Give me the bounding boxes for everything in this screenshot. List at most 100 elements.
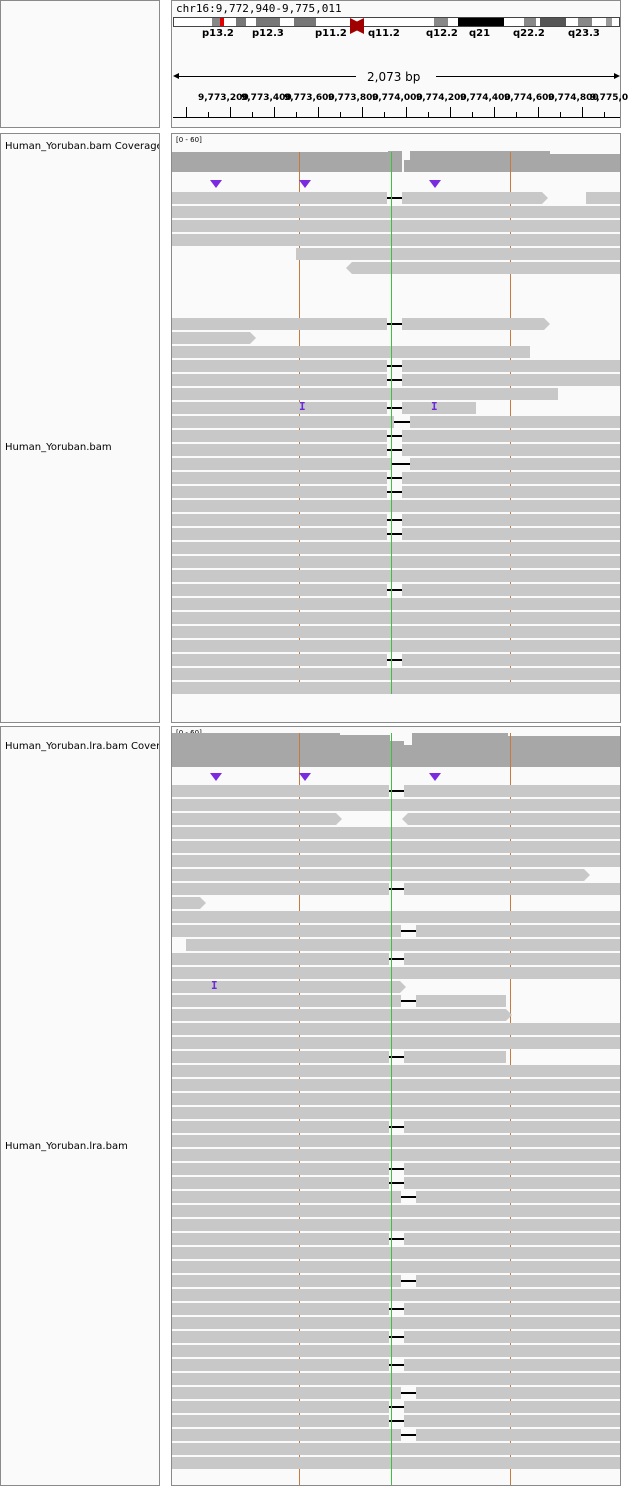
deletion (387, 533, 402, 535)
span-arrow-left-icon (173, 73, 179, 79)
band-label: q12.2 (426, 28, 458, 39)
insertion-mark: I (211, 979, 218, 992)
band-dark (212, 18, 222, 26)
read (172, 206, 620, 218)
deletion (401, 1000, 416, 1002)
deletion (389, 1406, 404, 1408)
read (172, 1443, 620, 1455)
coverage-track-name[interactable]: Human_Yoruban.bam Coverage (5, 141, 159, 152)
read (172, 192, 542, 204)
deletion (387, 379, 402, 381)
read (172, 598, 620, 610)
deletion (387, 197, 402, 199)
read (172, 612, 620, 624)
read (172, 1317, 620, 1329)
read (172, 668, 620, 680)
read (172, 1219, 620, 1231)
ruler-tick (604, 112, 605, 117)
band-black (458, 18, 504, 26)
read (172, 1135, 620, 1147)
deletion (387, 407, 402, 409)
read (172, 1457, 620, 1469)
read (172, 1079, 620, 1091)
deletion (401, 930, 416, 932)
band-dark (606, 18, 612, 26)
deletion (389, 958, 404, 960)
read-strand-arrow (400, 981, 406, 993)
ruler-tick (450, 107, 451, 117)
read (172, 911, 620, 923)
read-strand-arrow (336, 813, 342, 825)
chromosome-ideogram[interactable] (173, 17, 620, 34)
read (172, 500, 620, 512)
read (408, 813, 620, 825)
header-name-panel (0, 0, 160, 128)
read (172, 1247, 620, 1259)
deletion (387, 659, 402, 661)
band-label: q23.3 (568, 28, 600, 39)
read (172, 1345, 620, 1357)
deletion (389, 1336, 404, 1338)
insertion-marker-icon (210, 773, 222, 781)
read (172, 1275, 620, 1287)
deletion (394, 421, 410, 423)
ruler-tick-label: 9,774,600 (504, 93, 555, 103)
read (172, 813, 336, 825)
read (172, 1037, 620, 1049)
center-guide-line (391, 152, 392, 694)
ruler-tick (494, 107, 495, 117)
track1-data-panel[interactable]: [0 - 60] I I (171, 133, 621, 723)
ruler-tick-label: 9,774,800 (548, 93, 599, 103)
ruler-panel[interactable]: chr16:9,772,940-9,775,011 p13.2 p12.3 p1… (171, 0, 628, 128)
coverage-track-name[interactable]: Human_Yoruban.lra.bam Coverage (5, 741, 159, 752)
read (172, 1009, 506, 1021)
read (172, 1107, 620, 1119)
read (172, 570, 620, 582)
alignment-track-name[interactable]: Human_Yoruban.bam (5, 442, 112, 453)
ruler-tick (582, 107, 583, 117)
read (172, 234, 620, 246)
deletion (389, 1420, 404, 1422)
deletion (387, 435, 402, 437)
read (586, 192, 620, 204)
ruler-tick (252, 112, 253, 117)
read (172, 1065, 620, 1077)
band-dark (256, 18, 280, 26)
read (172, 1261, 620, 1273)
coverage-bar (172, 152, 388, 172)
read (296, 248, 620, 260)
read (172, 682, 620, 694)
insertion-marker-icon (299, 180, 311, 188)
deletion (389, 1056, 404, 1058)
read (352, 262, 620, 274)
read (172, 1387, 620, 1399)
deletion (387, 477, 402, 479)
track1-name-panel[interactable]: Human_Yoruban.bam Coverage Human_Yoruban… (0, 133, 160, 723)
deletion (387, 449, 402, 451)
read (172, 388, 558, 400)
read (186, 939, 620, 951)
deletion (389, 1238, 404, 1240)
ruler-tick-label: 9,775,0 (590, 93, 629, 103)
track2-name-panel[interactable]: Human_Yoruban.lra.bam Coverage Human_Yor… (0, 726, 160, 1486)
coverage-bar (390, 741, 404, 767)
read (172, 1023, 620, 1035)
track2-data-panel[interactable]: [0 - 60] I (171, 726, 621, 1486)
deletion (389, 1308, 404, 1310)
ruler-tick (538, 107, 539, 117)
ruler-tick (186, 107, 187, 117)
alignment-track-name[interactable]: Human_Yoruban.lra.bam (5, 1141, 128, 1152)
band-label: p12.3 (252, 28, 284, 39)
ruler-tick (516, 112, 517, 117)
coverage-bar (508, 736, 620, 767)
ruler-tick (384, 112, 385, 117)
deletion (387, 323, 402, 325)
span-arrow-right-icon (614, 73, 620, 79)
read (172, 1205, 620, 1217)
ruler-tick-label: 9,774,400 (460, 93, 511, 103)
read (172, 995, 506, 1007)
deletion (387, 589, 402, 591)
read-strand-arrow (544, 318, 550, 330)
read (172, 346, 530, 358)
band-current-view (220, 18, 224, 26)
